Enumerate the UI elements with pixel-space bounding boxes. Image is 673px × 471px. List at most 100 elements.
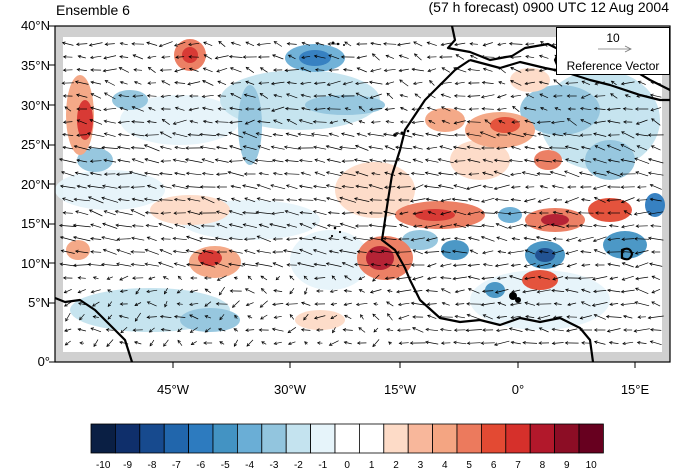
wind-vector-head — [201, 94, 206, 99]
wind-vector-head — [551, 327, 556, 332]
wind-vector — [275, 275, 281, 281]
wind-vector-head — [103, 158, 108, 163]
wind-vector — [186, 264, 202, 266]
wind-vector — [174, 224, 186, 228]
wind-vector — [229, 107, 243, 111]
wind-vector-head — [522, 210, 527, 215]
wind-vector-head — [496, 315, 501, 320]
wind-vector-head — [647, 236, 652, 240]
wind-vector-head — [610, 80, 615, 85]
wind-vector-head — [355, 81, 359, 86]
colorbar-swatch — [212, 423, 238, 454]
wind-vector — [468, 237, 480, 241]
wind-vector-head — [159, 131, 164, 135]
wind-vector-head — [117, 120, 122, 125]
wind-vector-head — [204, 329, 209, 333]
wind-vector — [146, 42, 158, 46]
wind-vector — [286, 199, 298, 201]
wind-vector — [313, 185, 327, 189]
wind-vector-head — [453, 94, 458, 98]
wind-vector — [274, 341, 282, 345]
wind-vector-head — [314, 302, 318, 306]
wind-vector — [102, 223, 118, 229]
wind-vector-head — [467, 94, 471, 99]
wind-vector-head — [369, 236, 374, 241]
wind-vector-head — [217, 328, 222, 332]
wind-vector-head — [579, 316, 584, 320]
wind-vector-head — [331, 275, 336, 279]
wind-vector-head — [507, 131, 511, 136]
wind-vector-head — [595, 211, 599, 215]
wind-vector-head — [284, 158, 289, 163]
wind-vector-head — [114, 209, 119, 214]
wind-vector — [538, 223, 550, 229]
wind-vector-head — [242, 210, 246, 215]
wind-vector — [553, 315, 563, 319]
wind-vector — [498, 81, 506, 85]
wind-vector-head — [342, 236, 347, 240]
wind-vector-head — [90, 68, 94, 72]
wind-vector-head — [90, 327, 95, 331]
wind-vector-head — [299, 210, 304, 215]
wind-vector-head — [523, 223, 527, 228]
wind-vector — [395, 146, 413, 150]
wind-vector — [187, 81, 201, 85]
wind-vector-head — [454, 81, 459, 86]
wind-vector — [78, 302, 86, 306]
wind-vector-head — [244, 249, 248, 253]
wind-vector — [161, 212, 171, 214]
wind-vector — [175, 56, 185, 58]
wind-vector — [77, 119, 87, 125]
wind-vector — [454, 237, 466, 241]
wind-vector-head — [271, 108, 275, 112]
wind-vector — [509, 328, 523, 332]
wind-vector-head — [160, 211, 164, 215]
wind-vector — [412, 327, 424, 333]
wind-vector — [233, 328, 239, 332]
wind-vector-head — [215, 302, 220, 306]
colorbar-swatch — [261, 423, 287, 454]
wind-vector-head — [87, 262, 92, 267]
wind-vector-head — [187, 210, 191, 214]
wind-vector — [289, 287, 295, 295]
wind-vector — [288, 341, 296, 345]
wind-vector-head — [342, 81, 347, 86]
wind-vector-head — [385, 120, 390, 124]
wind-vector — [552, 276, 564, 280]
wind-vector-head — [536, 264, 541, 268]
wind-vector — [427, 315, 437, 319]
wind-vector-head — [369, 158, 373, 162]
wind-vector-head — [216, 185, 220, 189]
wind-vector — [480, 131, 496, 139]
wind-vector-head — [300, 171, 305, 176]
wind-vector-head — [425, 340, 429, 345]
wind-vector — [358, 120, 366, 124]
wind-vector-head — [482, 314, 487, 318]
wind-vector-head — [100, 262, 105, 267]
wind-vector-head — [275, 276, 280, 281]
wind-vector-head — [368, 223, 373, 228]
wind-vector-head — [396, 185, 401, 190]
wind-vector-head — [146, 289, 150, 294]
wind-vector-head — [185, 171, 190, 176]
wind-vector-head — [580, 145, 585, 150]
wind-vector-head — [289, 290, 293, 295]
wind-vector — [649, 263, 663, 267]
wind-vector — [230, 93, 242, 99]
wind-vector-head — [537, 316, 541, 320]
wind-vector — [343, 236, 353, 242]
wind-vector-head — [79, 341, 83, 345]
wind-vector — [131, 121, 145, 123]
wind-vector-head — [564, 170, 568, 174]
wind-vector — [229, 250, 243, 254]
wind-vector-head — [216, 277, 221, 281]
wind-vector-head — [328, 236, 332, 241]
wind-vector-head — [413, 41, 417, 45]
wind-vector — [523, 133, 537, 137]
wind-vector-head — [245, 80, 249, 84]
wind-vector — [289, 275, 295, 281]
wind-vector — [87, 132, 105, 138]
wind-vector-head — [271, 211, 275, 216]
wind-vector-head — [297, 198, 302, 202]
wind-vector — [565, 82, 579, 84]
